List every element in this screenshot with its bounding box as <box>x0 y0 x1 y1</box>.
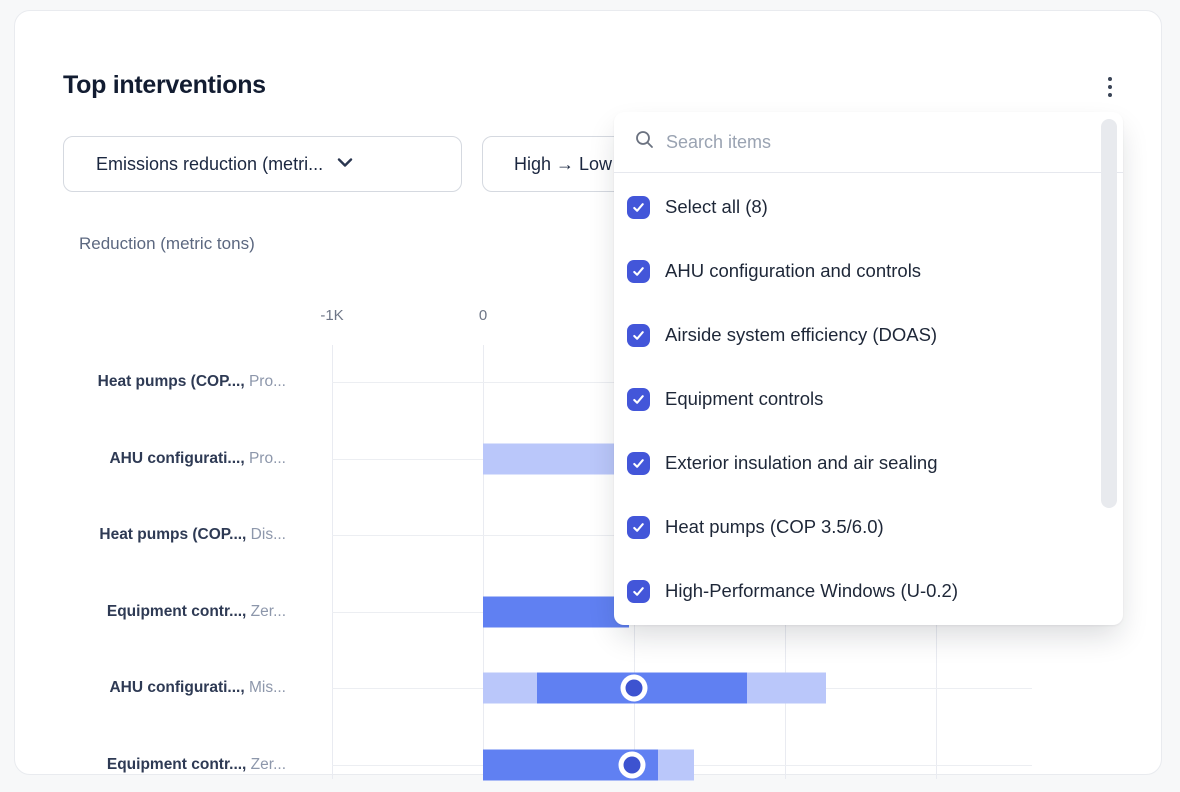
checkbox-checked-icon[interactable] <box>627 195 650 219</box>
category-intervention: Heat pumps (COP..., <box>99 526 247 544</box>
search-input[interactable] <box>666 131 1046 153</box>
dropdown-item-label: Equipment controls <box>665 388 824 409</box>
dropdown-item[interactable]: Airside system efficiency (DOAS) <box>614 303 1094 367</box>
dropdown-item-label: Select all (8) <box>665 196 768 217</box>
x-tick-label: -1K <box>320 307 344 324</box>
chevron-down-icon <box>337 155 353 173</box>
category-intervention: Equipment contr..., <box>106 756 247 773</box>
dropdown-item[interactable]: Equipment controls <box>614 367 1094 431</box>
median-dot-marker[interactable] <box>618 751 646 779</box>
bar-segment-light[interactable] <box>483 443 630 475</box>
x-gridline <box>483 345 484 779</box>
dropdown-item-label: Exterior insulation and air sealing <box>665 452 938 473</box>
bar-segment-light[interactable] <box>747 672 826 704</box>
dropdown-item[interactable]: Select all (8) <box>614 175 1094 239</box>
category-intervention: Equipment contr..., <box>106 602 247 620</box>
bar-segment-light[interactable] <box>483 672 538 704</box>
median-dot-marker[interactable] <box>620 674 648 702</box>
category-intervention: AHU configurati..., <box>109 679 245 697</box>
search-icon <box>635 130 654 154</box>
category-scenario: Zer... <box>246 756 286 773</box>
kebab-dot <box>1108 77 1112 81</box>
card-title: Top interventions <box>63 71 266 99</box>
y-category-label: AHU configurati..., Pro... <box>26 450 286 468</box>
dropdown-item-label: Airside system efficiency (DOAS) <box>665 324 938 345</box>
dropdown-item-label: AHU configuration and controls <box>665 260 922 281</box>
checkbox-checked-icon[interactable] <box>627 387 650 411</box>
category-scenario: Mis... <box>244 679 286 697</box>
filter-dropdown-panel: Select all (8) AHU configuration and cont… <box>614 112 1123 625</box>
category-scenario: Pro... <box>244 373 286 390</box>
metric-select[interactable]: Emissions reduction (metri... <box>63 136 462 192</box>
dropdown-item-label: High-Performance Windows (U-0.2) <box>665 580 959 601</box>
x-tick-label: 0 <box>478 307 488 324</box>
checkbox-checked-icon[interactable] <box>627 323 650 347</box>
checkbox-checked-icon[interactable] <box>627 579 650 603</box>
checkbox-checked-icon[interactable] <box>627 259 650 283</box>
median-dot-inner <box>623 756 641 774</box>
y-category-label: AHU configurati..., Mis... <box>26 679 286 697</box>
category-intervention: AHU configurati..., <box>109 449 245 467</box>
median-dot-inner <box>625 679 643 697</box>
scrollbar-thumb[interactable] <box>1101 119 1117 508</box>
bar-segment-light[interactable] <box>658 749 695 781</box>
bar-segment-solid[interactable] <box>483 596 630 628</box>
dropdown-item[interactable]: AHU configuration and controls <box>614 239 1094 303</box>
chart-axis-title: Reduction (metric tons) <box>79 234 255 253</box>
metric-select-value: Emissions reduction (metri... <box>96 153 324 174</box>
divider <box>614 172 1123 173</box>
dropdown-item-list: Select all (8) AHU configuration and cont… <box>614 175 1094 623</box>
sort-select-value: High → Low <box>514 153 613 174</box>
kebab-dot <box>1108 85 1112 89</box>
checkbox-checked-icon[interactable] <box>627 451 650 475</box>
category-intervention: Heat pumps (COP..., <box>97 373 245 390</box>
y-category-label: Heat pumps (COP..., Dis... <box>26 526 286 544</box>
x-gridline <box>332 345 333 779</box>
category-scenario: Zer... <box>246 602 286 620</box>
kebab-menu-icon[interactable] <box>1093 69 1127 105</box>
dropdown-item[interactable]: Heat pumps (COP 3.5/6.0) <box>614 495 1094 559</box>
category-scenario: Pro... <box>244 449 286 467</box>
dropdown-search-row <box>614 112 1123 172</box>
dropdown-item-label: Heat pumps (COP 3.5/6.0) <box>665 516 884 537</box>
y-category-label: Equipment contr..., Zer... <box>26 756 286 774</box>
checkbox-checked-icon[interactable] <box>627 515 650 539</box>
dropdown-item[interactable]: High-Performance Windows (U-0.2) <box>614 559 1094 623</box>
y-category-label: Equipment contr..., Zer... <box>26 603 286 621</box>
dropdown-item[interactable]: Exterior insulation and air sealing <box>614 431 1094 495</box>
y-category-label: Heat pumps (COP..., Pro... <box>26 373 286 391</box>
kebab-dot <box>1108 93 1112 97</box>
category-scenario: Dis... <box>246 526 286 544</box>
